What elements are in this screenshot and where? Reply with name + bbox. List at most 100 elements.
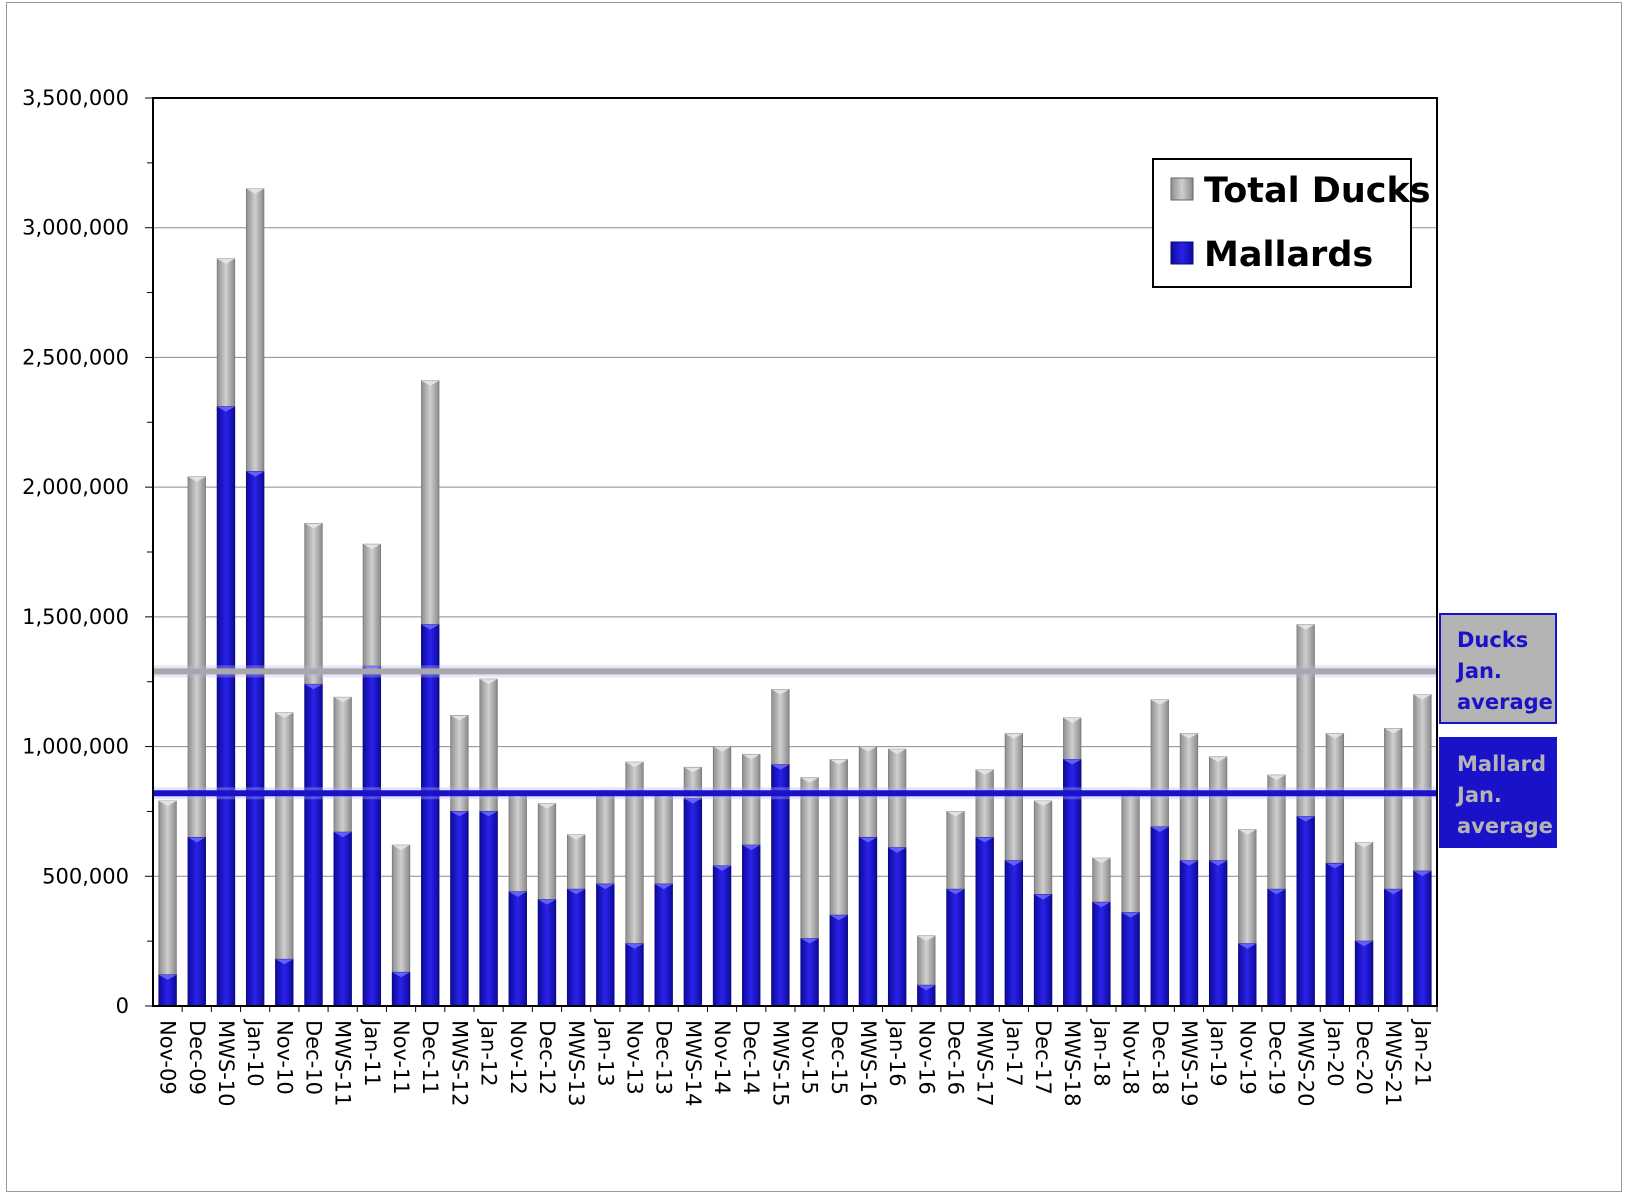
x-tick-label: MWS-13	[564, 1020, 588, 1107]
bar-cap	[1326, 863, 1344, 869]
bar-cap	[1413, 694, 1432, 700]
x-tick-label: Dec-12	[535, 1020, 559, 1095]
bar-cap	[800, 938, 819, 944]
average-label-text: average	[1457, 814, 1553, 838]
bar-cap	[654, 884, 673, 890]
y-tick-label: 1,000,000	[22, 735, 129, 759]
bar-mallards-jan-13	[596, 883, 615, 1007]
bar-cap	[1180, 860, 1198, 866]
x-tick-label: Nov-19	[1235, 1020, 1259, 1095]
x-tick-label: Jan-11	[360, 1018, 384, 1087]
bar-cap	[1092, 858, 1111, 864]
bar-mallards-mws-10	[216, 406, 236, 1007]
average-label-box	[1439, 737, 1557, 848]
bar-cap	[888, 749, 906, 755]
bar-cap	[917, 985, 936, 991]
bar-cap	[1267, 889, 1286, 895]
bar-cap	[479, 679, 498, 685]
bar-cap	[830, 915, 848, 921]
axes: 3,500,000 3,000,000 2,500,000 2,000,000 1,50…	[22, 86, 1438, 1107]
x-tick-label: Dec-11	[418, 1020, 442, 1095]
x-tick-label: Nov-09	[156, 1020, 180, 1095]
y-tick-label: 3,000,000	[22, 216, 129, 240]
bar-cap	[1296, 624, 1315, 630]
bar-mallards-mws-12	[450, 811, 469, 1007]
x-tick-label: Jan-18	[1089, 1018, 1113, 1087]
y-tick-label: 2,500,000	[22, 345, 129, 369]
bar-mallards-nov-14	[712, 865, 732, 1007]
bar-cap	[1180, 733, 1198, 739]
bar-cap	[946, 811, 965, 817]
bar-cap	[859, 746, 877, 752]
bar-cap	[625, 943, 644, 949]
x-tick-label: Nov-18	[1119, 1020, 1143, 1095]
bar-cap	[1384, 728, 1402, 734]
bars	[158, 188, 1432, 1007]
x-tick-label: Nov-11	[389, 1020, 413, 1095]
bar-cap	[1326, 733, 1344, 739]
average-label-text: Jan.	[1455, 783, 1502, 807]
bar-cap	[1092, 902, 1111, 908]
x-tick-label: Dec-09	[185, 1020, 209, 1095]
bar-cap	[217, 406, 235, 412]
legend-label-mallards: Mallards	[1204, 235, 1373, 275]
bar-mallards-nov-18	[1121, 912, 1140, 1007]
x-tick-label: MWS-18	[1060, 1020, 1084, 1107]
bar-mallards-jan-16	[887, 847, 907, 1007]
bar-cap	[1034, 801, 1052, 807]
bar-mallards-nov-12	[508, 891, 527, 1007]
legend: Total Ducks Mallards	[1152, 158, 1431, 288]
bar-cap	[1151, 699, 1169, 705]
x-tick-label: Nov-14	[710, 1020, 734, 1095]
bar-cap	[450, 811, 469, 817]
bar-mallards-jan-11	[362, 665, 382, 1007]
x-tick-label: MWS-17	[973, 1020, 997, 1107]
bar-cap	[304, 523, 323, 529]
bar-cap	[421, 380, 439, 386]
bar-cap	[188, 476, 206, 482]
x-tick-label: MWS-11	[331, 1020, 355, 1107]
bar-mallards-mws-11	[333, 831, 352, 1007]
bar-mallards-jan-20	[1325, 862, 1345, 1007]
bar-cap	[684, 798, 702, 804]
y-tick-label: 2,000,000	[22, 475, 129, 499]
bar-mallards-mws-19	[1179, 860, 1199, 1007]
bar-cap	[625, 762, 644, 768]
bar-cap	[1034, 894, 1052, 900]
bar-cap	[713, 865, 731, 871]
x-tick-label: Jan-13	[593, 1018, 617, 1087]
bar-mallards-jan-10	[245, 471, 265, 1007]
bar-mallards-mws-21	[1384, 888, 1403, 1007]
bar-cap	[217, 258, 235, 264]
average-label-text: Jan.	[1455, 659, 1502, 683]
bar-cap	[1238, 943, 1257, 949]
bar-cap	[859, 837, 877, 843]
bar-mallards-mws-17	[975, 836, 994, 1007]
x-tick-label: MWS-19	[1177, 1020, 1201, 1107]
bar-cap	[975, 837, 994, 843]
x-tick-label: Dec-18	[1148, 1020, 1172, 1095]
x-tick-label: MWS-15	[768, 1020, 792, 1107]
bar-cap	[158, 974, 177, 980]
x-tick-label: Nov-15	[798, 1020, 822, 1095]
bar-cap	[917, 935, 936, 941]
bar-cap	[713, 746, 731, 752]
bar-cap	[1005, 860, 1023, 866]
bar-cap	[800, 777, 819, 783]
bar-cap	[304, 684, 323, 690]
bar-mallards-dec-20	[1354, 940, 1374, 1007]
x-tick-label: MWS-16	[856, 1020, 880, 1107]
bar-cap	[333, 697, 352, 703]
average-lines: Ducks Jan. average Mallard Jan. average	[153, 613, 1557, 848]
bar-cap	[946, 889, 965, 895]
x-tick-label: Dec-16	[944, 1020, 968, 1095]
bar-cap	[830, 759, 848, 765]
bar-mallards-jan-18	[1092, 901, 1111, 1007]
bar-mallards-dec-14	[742, 844, 761, 1007]
bar-cap	[392, 845, 410, 851]
bar-mallards-dec-12	[537, 899, 557, 1007]
bar-cap	[538, 899, 556, 905]
bar-cap	[1151, 826, 1169, 832]
x-tick-label: Nov-16	[914, 1020, 938, 1095]
average-label-text: Ducks	[1457, 628, 1528, 652]
